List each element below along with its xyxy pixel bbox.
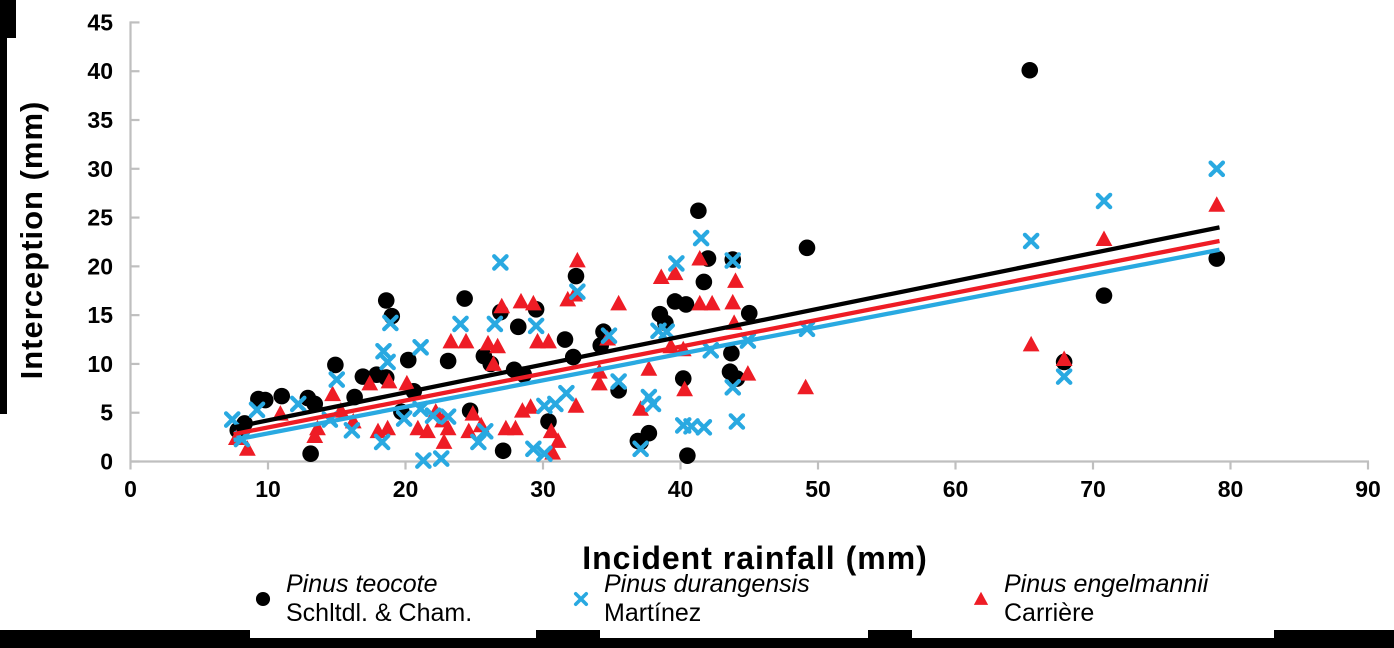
left-border-bar	[0, 0, 7, 414]
circle-marker-icon	[255, 591, 271, 607]
y-tick-label: 5	[100, 400, 113, 426]
axes	[129, 21, 1370, 470]
y-tick-label: 20	[87, 253, 113, 279]
triangle-marker-icon	[973, 591, 989, 605]
x-tick-label: 30	[530, 476, 556, 502]
bottom-border-notch	[912, 630, 1274, 638]
x-axis-title: Incident rainfall (mm)	[582, 540, 928, 576]
x-tick-label: 90	[1355, 476, 1381, 502]
y-tick-label: 45	[87, 9, 113, 35]
y-tick-label: 25	[87, 205, 113, 231]
x-tick-label: 60	[943, 476, 969, 502]
series-pinus-durangensis	[223, 160, 1226, 469]
x-tick-label: 20	[393, 476, 419, 502]
legend-species-name: Pinus engelmannii	[1004, 570, 1209, 598]
legend-species-name: Pinus durangensis	[604, 570, 810, 598]
legend-author: Schltdl. & Cham.	[286, 599, 473, 627]
x-marker-icon	[573, 591, 589, 607]
trendline-pinus-teocote	[233, 225, 1220, 430]
x-tick-label: 50	[805, 476, 831, 502]
y-tick-label: 30	[87, 156, 113, 182]
x-tick-label: 70	[1080, 476, 1106, 502]
legend-species-name: Pinus teocote	[286, 570, 438, 598]
y-tick-label: 0	[100, 449, 113, 475]
legend-author: Martínez	[604, 599, 702, 627]
legend-item-pinus-teocote: Pinus teocote Schltdl. & Cham.	[248, 570, 472, 628]
x-tick-label: 0	[124, 476, 137, 502]
y-tick-label: 40	[87, 58, 113, 84]
y-tick-label: 10	[87, 351, 113, 377]
legend: Pinus teocote Schltdl. & Cham. Pinus dur…	[0, 570, 1394, 630]
y-axis-title: Interception (mm)	[14, 100, 49, 380]
bottom-border-notch	[250, 630, 536, 638]
x-tick-label: 10	[255, 476, 281, 502]
legend-item-pinus-durangensis: Pinus durangensis Martínez	[566, 570, 810, 628]
bottom-border-notch	[600, 630, 868, 638]
trendline-pinus-durangensis	[233, 247, 1220, 443]
legend-author: Carrière	[1004, 599, 1095, 627]
legend-item-pinus-engelmannii: Pinus engelmannii Carrière	[966, 570, 1208, 628]
tick-labels: 0 10 20 30 40 50 60 70 80 90 0 5 10 15 20 25 30 35 40 45	[87, 9, 1380, 502]
y-tick-label: 15	[87, 302, 113, 328]
x-tick-label: 80	[1218, 476, 1244, 502]
x-tick-label: 40	[668, 476, 694, 502]
y-tick-label: 35	[87, 107, 113, 133]
trendline-pinus-engelmannii	[233, 238, 1220, 437]
